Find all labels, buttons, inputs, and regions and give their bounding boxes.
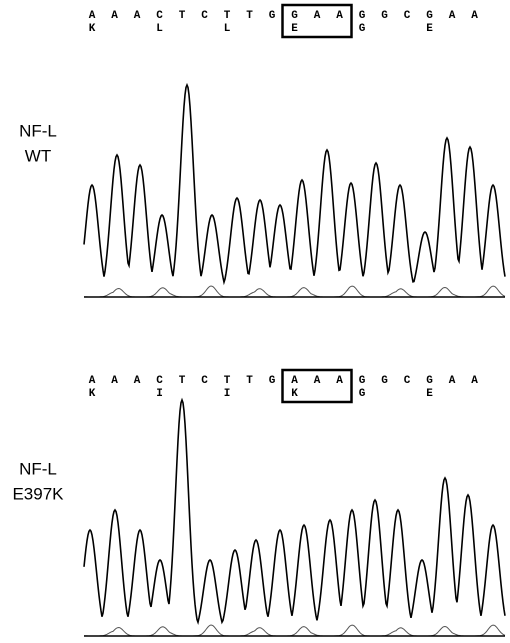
base-call: C <box>201 10 208 22</box>
sample-label: NF-L <box>19 121 57 140</box>
base-call: T <box>179 10 186 22</box>
base-call: A <box>314 375 321 387</box>
base-call: A <box>314 10 321 22</box>
figure: NF-LWTAAACTCTTGGAAGGCGAAKLLEGENF-LE397KA… <box>0 0 510 643</box>
amino-acid: L <box>224 23 231 35</box>
base-call: A <box>449 10 456 22</box>
base-call: G <box>426 375 433 387</box>
base-call: A <box>336 10 343 22</box>
base-call: G <box>426 10 433 22</box>
base-call: C <box>156 375 163 387</box>
amino-acid: K <box>89 388 96 400</box>
base-call: A <box>471 375 478 387</box>
base-call: A <box>449 375 456 387</box>
base-call: T <box>224 375 231 387</box>
base-call: G <box>269 10 276 22</box>
base-call: G <box>381 10 388 22</box>
base-call: C <box>404 375 411 387</box>
base-call: T <box>246 375 253 387</box>
trace-minor <box>84 625 505 636</box>
sample-label: E397K <box>12 484 64 503</box>
base-call: C <box>404 10 411 22</box>
base-call: A <box>134 10 141 22</box>
base-call: T <box>246 10 253 22</box>
amino-acid: E <box>426 388 433 400</box>
amino-acid: E <box>426 23 433 35</box>
sample-label: NF-L <box>19 459 57 478</box>
amino-acid: E <box>291 23 298 35</box>
base-call: C <box>201 375 208 387</box>
base-call: G <box>359 10 366 22</box>
base-call: A <box>111 10 118 22</box>
trace-minor <box>84 286 505 297</box>
base-call: G <box>291 10 298 22</box>
amino-acid: K <box>291 388 298 400</box>
amino-acid: I <box>156 388 163 400</box>
base-call: T <box>179 375 186 387</box>
base-call: T <box>224 10 231 22</box>
amino-acid: G <box>359 23 366 35</box>
base-call: C <box>156 10 163 22</box>
amino-acid: I <box>224 388 231 400</box>
base-call: A <box>89 10 96 22</box>
trace <box>84 85 505 282</box>
base-call: G <box>381 375 388 387</box>
amino-acid: G <box>359 388 366 400</box>
base-call: A <box>134 375 141 387</box>
base-call: A <box>291 375 298 387</box>
amino-acid: K <box>89 23 96 35</box>
amino-acid: L <box>156 23 163 35</box>
sample-label: WT <box>25 146 51 165</box>
base-call: A <box>89 375 96 387</box>
base-call: G <box>269 375 276 387</box>
trace <box>84 400 505 622</box>
base-call: A <box>471 10 478 22</box>
base-call: A <box>336 375 343 387</box>
base-call: G <box>359 375 366 387</box>
base-call: A <box>111 375 118 387</box>
